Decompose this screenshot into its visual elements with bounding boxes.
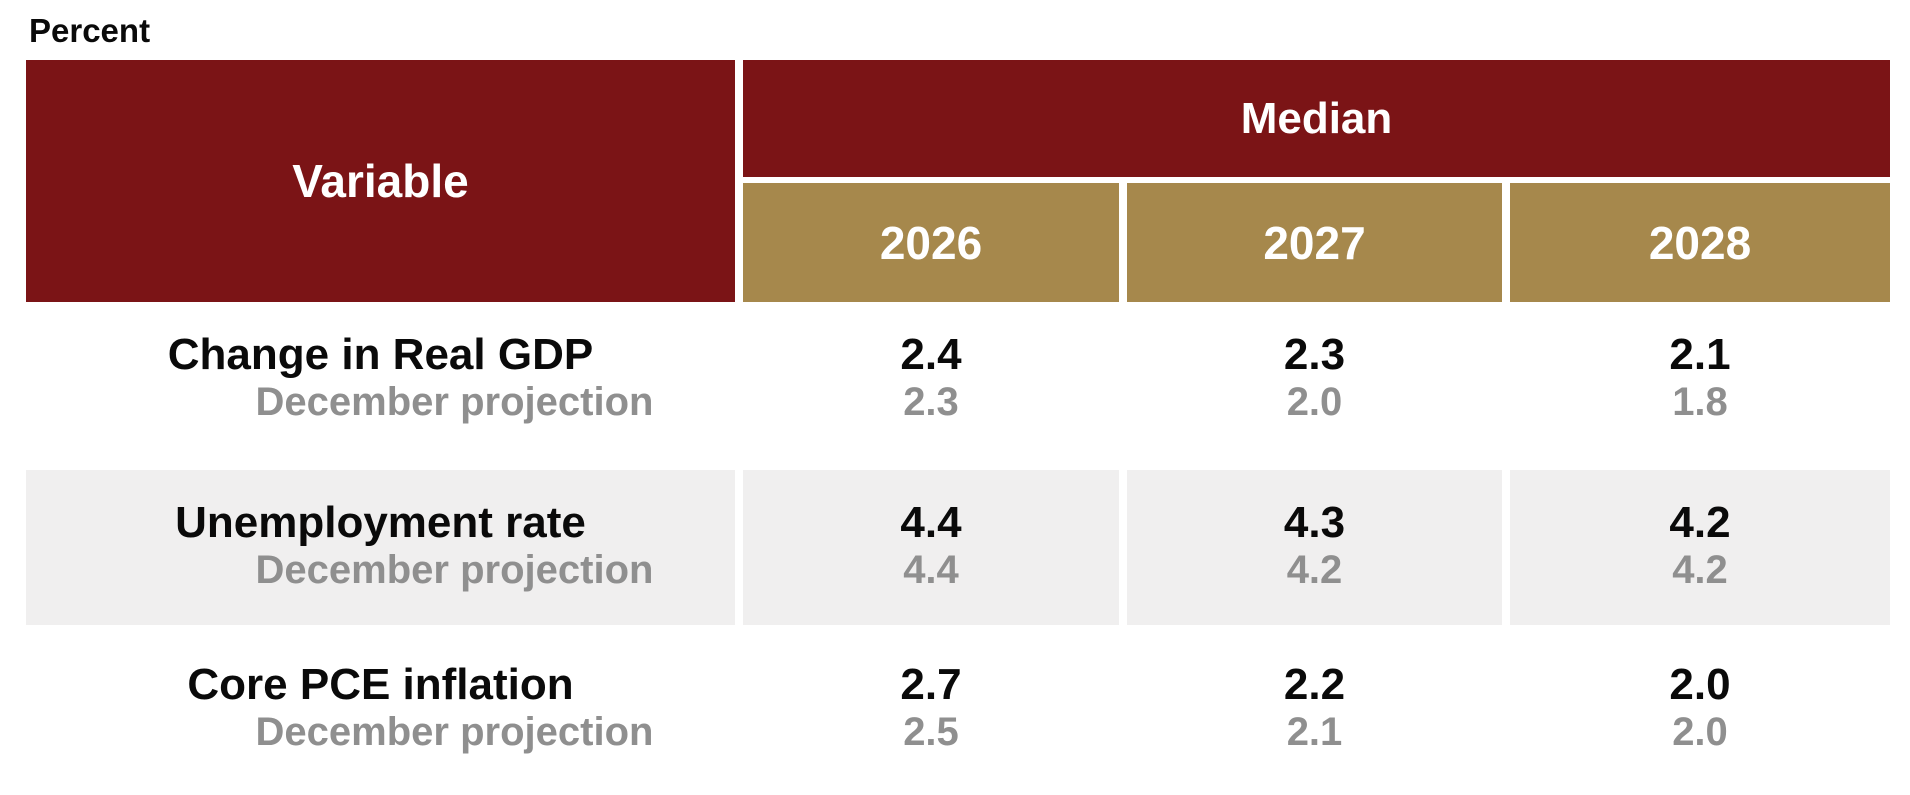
median-value: 2.3: [1283, 330, 1346, 379]
median-value: 4.3: [1283, 498, 1346, 547]
year-header-2026: 2026: [743, 183, 1119, 302]
value-cell-2026: 2.7 2.5: [743, 625, 1119, 795]
december-projection-label: December projection: [255, 380, 654, 424]
median-value: 2.0: [1669, 660, 1731, 709]
year-header-2027: 2027: [1127, 183, 1502, 302]
december-value: 2.0: [1672, 710, 1728, 754]
row-label-cell: Change in Real GDP December projection: [26, 302, 735, 470]
december-value: 4.2: [1672, 548, 1728, 592]
median-group-header: Median: [743, 60, 1890, 177]
median-value: 2.4: [900, 330, 962, 379]
december-value: 2.5: [903, 710, 959, 754]
median-value: 2.7: [900, 660, 962, 709]
december-value: 2.1: [1286, 710, 1343, 754]
december-value: 2.3: [903, 380, 959, 424]
year-header-2028: 2028: [1510, 183, 1890, 302]
median-value: 4.2: [1669, 498, 1731, 547]
row-label-cell: Core PCE inflation December projection: [26, 625, 735, 795]
value-cell-2026: 2.4 2.3: [743, 302, 1119, 470]
table-row: Unemployment rate December projection 4.…: [26, 470, 1890, 625]
value-cell-2026: 4.4 4.4: [743, 470, 1119, 625]
december-value: 1.8: [1672, 380, 1728, 424]
variable-name: Core PCE inflation: [187, 660, 574, 709]
table-row: Core PCE inflation December projection 2…: [26, 625, 1890, 795]
unit-label: Percent: [29, 12, 151, 49]
december-value: 4.2: [1286, 548, 1343, 592]
value-cell-2027: 2.3 2.0: [1127, 302, 1502, 470]
median-value: 4.4: [900, 498, 962, 547]
variable-name: Change in Real GDP: [167, 330, 594, 379]
december-value: 4.4: [903, 548, 959, 592]
december-projection-label: December projection: [255, 548, 654, 592]
table-header: Variable Median 2026 2027 2028: [26, 60, 1890, 302]
december-projection-label: December projection: [255, 710, 654, 754]
value-cell-2027: 2.2 2.1: [1127, 625, 1502, 795]
median-value: 2.2: [1283, 660, 1346, 709]
value-cell-2028: 4.2 4.2: [1510, 470, 1890, 625]
table-row: Change in Real GDP December projection 2…: [26, 302, 1890, 470]
median-value: 2.1: [1669, 330, 1731, 379]
value-cell-2027: 4.3 4.2: [1127, 470, 1502, 625]
december-value: 2.0: [1286, 380, 1343, 424]
value-cell-2028: 2.1 1.8: [1510, 302, 1890, 470]
variable-column-header: Variable: [26, 60, 735, 302]
value-cell-2028: 2.0 2.0: [1510, 625, 1890, 795]
row-label-cell: Unemployment rate December projection: [26, 470, 735, 625]
variable-name: Unemployment rate: [175, 498, 586, 547]
projections-table: Variable Median 2026 2027 2028 Change in…: [26, 60, 1890, 795]
